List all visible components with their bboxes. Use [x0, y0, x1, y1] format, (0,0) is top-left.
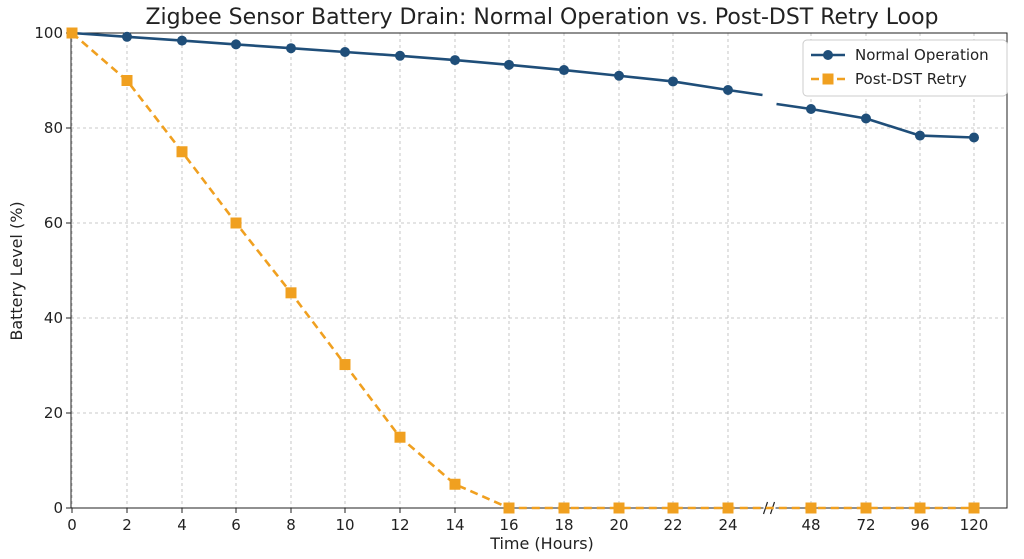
data-point [614, 70, 624, 81]
x-tick-label: 6 [231, 516, 241, 534]
legend-marker [822, 73, 834, 85]
legend-item: Normal Operation [811, 46, 989, 64]
data-point [503, 502, 515, 514]
x-tick-label: 20 [609, 516, 628, 534]
x-tick-label: 22 [663, 516, 682, 534]
grid [71, 32, 1007, 509]
x-tick-label: 10 [335, 516, 354, 534]
data-point [723, 85, 733, 95]
data-point [861, 113, 871, 124]
x-axis-label: Time (Hours) [489, 534, 594, 553]
data-point [806, 104, 816, 114]
series-layer [66, 27, 980, 514]
data-point [339, 359, 351, 371]
series-line [810, 107, 975, 139]
y-axis-label: Battery Level (%) [7, 201, 26, 340]
data-point [969, 132, 979, 143]
y-tick-label: 0 [53, 499, 63, 517]
x-tick-label: 18 [554, 516, 573, 534]
data-point [230, 217, 242, 229]
data-point [66, 27, 78, 39]
axis-break-mark [762, 501, 769, 515]
data-point [340, 47, 350, 57]
y-tick-labels: 0 20 40 60 80 100 [34, 24, 63, 517]
data-point [667, 502, 679, 514]
data-point [285, 287, 297, 299]
data-point [968, 502, 980, 514]
legend-item: Post-DST Retry [811, 70, 967, 88]
y-tick-label: 20 [44, 404, 63, 422]
x-tick-label: 12 [390, 516, 409, 534]
data-point [177, 35, 187, 46]
x-tick-label: 2 [122, 516, 132, 534]
data-point [504, 59, 514, 70]
data-point [450, 55, 460, 66]
data-point [449, 478, 461, 490]
x-tick-label: 48 [801, 516, 820, 534]
data-point [122, 31, 132, 42]
series-line [727, 88, 763, 97]
series-1 [66, 27, 980, 514]
x-tick-label: 120 [960, 516, 989, 534]
data-point [805, 502, 817, 514]
x-tick-labels: 0 2 4 6 8 10 12 14 16 18 20 22 24 48 72 96 120 [67, 516, 988, 534]
data-point [915, 130, 925, 141]
x-tick-label: 96 [910, 516, 929, 534]
data-point [176, 146, 188, 158]
data-point [914, 502, 926, 514]
plot-frame [70, 32, 1008, 509]
data-point [559, 65, 569, 76]
y-tick-label: 60 [44, 214, 63, 232]
x-tick-label: 72 [856, 516, 875, 534]
data-point [613, 502, 625, 514]
x-tick-label: 24 [718, 516, 737, 534]
data-point [286, 43, 296, 54]
series-line [776, 102, 812, 111]
data-point [558, 502, 570, 514]
legend-box [802, 39, 1008, 97]
x-tick-label: 0 [67, 516, 77, 534]
x-tick-label: 4 [177, 516, 187, 534]
x-tick-label: 14 [445, 516, 464, 534]
data-point [668, 76, 678, 87]
y-tick-label: 40 [44, 309, 63, 327]
series-line [71, 32, 974, 510]
y-tick-label: 80 [44, 119, 63, 137]
data-point [394, 431, 406, 443]
y-tick-label: 100 [34, 24, 63, 42]
x-tick-label: 8 [286, 516, 296, 534]
data-point [121, 75, 133, 86]
data-point [231, 39, 241, 50]
legend-label: Normal Operation [855, 46, 989, 64]
data-point [860, 502, 872, 514]
legend-label: Post-DST Retry [855, 70, 967, 88]
chart-title: Zigbee Sensor Battery Drain: Normal Oper… [145, 5, 938, 30]
data-point [395, 50, 405, 61]
legend: Normal Operation Post-DST Retry [802, 39, 1008, 97]
legend-marker [823, 50, 833, 60]
data-point [722, 502, 734, 514]
x-tick-label: 16 [499, 516, 518, 534]
